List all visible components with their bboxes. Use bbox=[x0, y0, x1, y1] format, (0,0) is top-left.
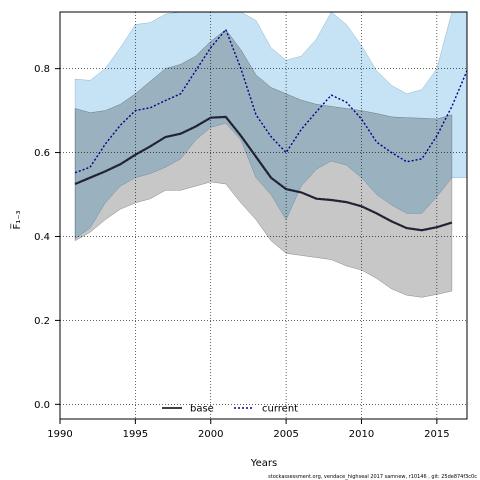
legend-label-current: current bbox=[262, 404, 298, 415]
y-tick-label: 0.0 bbox=[34, 400, 50, 411]
line-base-overlay bbox=[74, 116, 453, 231]
x-tick-label: 2015 bbox=[424, 429, 449, 440]
y-tick-label: 0.4 bbox=[34, 232, 50, 243]
band-base bbox=[74, 29, 453, 298]
x-tick-label: 2000 bbox=[198, 429, 223, 440]
y-axis-label: F̅₁₋₃ bbox=[10, 210, 23, 229]
x-axis: 1990 1995 2000 2005 2010 2015 bbox=[47, 419, 450, 440]
y-tick-label: 0.8 bbox=[34, 64, 50, 75]
y-tick-label: 0.2 bbox=[34, 316, 50, 327]
footer-credit: stockassessment.org, vendace_highseal 20… bbox=[268, 474, 477, 480]
legend-label-base: base bbox=[190, 404, 214, 415]
x-tick-label: 2010 bbox=[349, 429, 374, 440]
legend: base current bbox=[162, 404, 298, 415]
x-tick-label: 1990 bbox=[47, 429, 72, 440]
line-current bbox=[74, 28, 467, 174]
x-tick-label: 2005 bbox=[273, 429, 298, 440]
y-tick-label: 0.6 bbox=[34, 148, 50, 159]
x-axis-label: Years bbox=[250, 458, 277, 469]
plot-frame bbox=[59, 11, 468, 420]
series-lines bbox=[74, 28, 467, 232]
y-axis: 0.0 0.2 0.4 0.6 0.8 bbox=[34, 64, 60, 411]
x-tick-label: 1995 bbox=[123, 429, 148, 440]
